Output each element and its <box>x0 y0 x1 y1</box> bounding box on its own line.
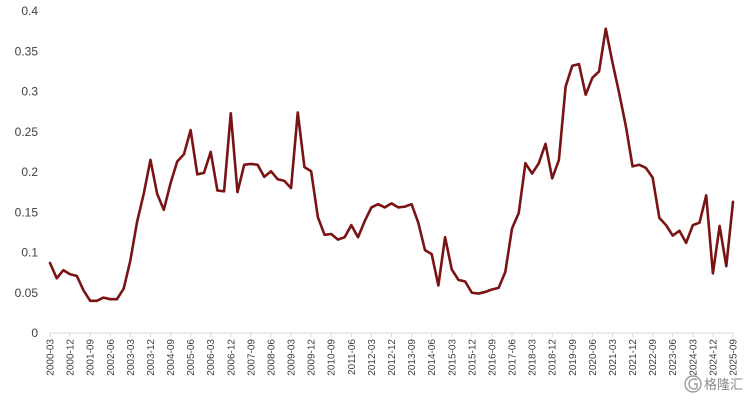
x-tick-label: 2010-09 <box>327 339 338 376</box>
x-tick-label: 2025-09 <box>729 339 740 376</box>
glh-logo-icon <box>684 375 702 393</box>
x-tick-label: 2005-06 <box>186 339 197 376</box>
watermark: 格隆汇 <box>684 375 743 393</box>
x-tick-label: 2018-03 <box>528 339 539 376</box>
x-tick-label: 2003-03 <box>126 339 137 376</box>
x-tick-label: 2024-03 <box>688 339 699 376</box>
series-line <box>48 27 735 303</box>
x-tick-label: 2014-06 <box>427 339 438 376</box>
x-tick-label: 2016-09 <box>487 339 498 376</box>
x-tick-label: 2015-12 <box>467 339 478 376</box>
x-tick-label: 2000-12 <box>66 339 77 376</box>
x-tick-label: 2007-09 <box>246 339 257 376</box>
y-tick-label: 0.25 <box>15 125 39 139</box>
x-tick-label: 2013-09 <box>407 339 418 376</box>
x-tick-label: 2004-09 <box>166 339 177 376</box>
x-tick-label: 2009-12 <box>307 339 318 376</box>
y-tick-label: 0 <box>31 326 38 340</box>
x-tick-label: 2019-09 <box>568 339 579 376</box>
y-tick-label: 0.35 <box>15 44 39 58</box>
x-tick-label: 2009-03 <box>287 339 298 376</box>
x-tick-label: 2003-12 <box>146 339 157 376</box>
y-tick-label: 0.05 <box>15 286 39 300</box>
x-tick-label: 2012-12 <box>387 339 398 376</box>
x-tick-label: 2022-09 <box>648 339 659 376</box>
x-tick-label: 2024-12 <box>708 339 719 376</box>
y-tick-label: 0.4 <box>21 4 38 18</box>
x-axis-tick-marks <box>49 333 734 337</box>
x-tick-label: 2012-03 <box>367 339 378 376</box>
y-tick-label: 0.3 <box>21 85 38 99</box>
x-tick-label: 2000-03 <box>46 339 57 376</box>
x-tick-label: 2002-06 <box>106 339 117 376</box>
x-tick-label: 2021-03 <box>608 339 619 376</box>
y-tick-label: 0.15 <box>15 205 39 219</box>
y-tick-label: 0.2 <box>21 165 38 179</box>
x-tick-label: 2011-06 <box>347 339 358 375</box>
x-tick-label: 2018-12 <box>548 339 559 376</box>
x-tick-label: 2001-09 <box>86 339 97 376</box>
x-tick-label: 2021-12 <box>628 339 639 376</box>
x-tick-label: 2006-03 <box>206 339 217 376</box>
x-tick-label: 2008-06 <box>266 339 277 376</box>
series-layer <box>48 27 735 303</box>
x-tick-label: 2015-03 <box>447 339 458 376</box>
watermark-text: 格隆汇 <box>704 377 743 392</box>
x-tick-label: 2023-06 <box>668 339 679 376</box>
y-tick-label: 0.1 <box>21 246 38 260</box>
x-tick-label: 2017-06 <box>508 339 519 376</box>
x-tick-label: 2006-12 <box>226 339 237 376</box>
y-axis-tick-labels: 0 0.05 0.1 0.15 0.2 0.25 0.3 0.35 0.4 <box>15 4 39 340</box>
x-axis-tick-labels: 2000-03 2000-12 2001-09 2002-06 2003-03 2003-… <box>46 339 740 376</box>
x-tick-label: 2020-06 <box>588 339 599 376</box>
